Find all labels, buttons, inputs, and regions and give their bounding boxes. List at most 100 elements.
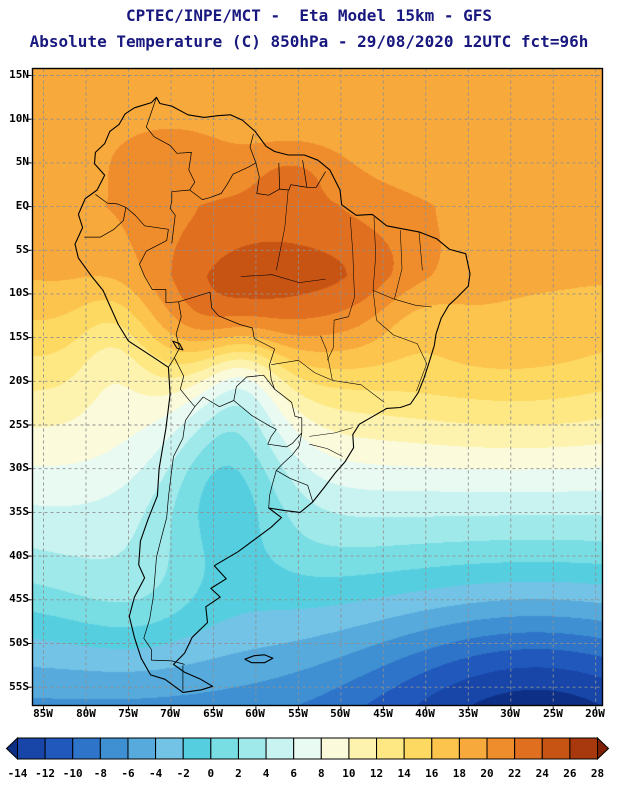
latitude-label: 5S [15,243,29,256]
latitude-label: 5N [15,155,29,168]
latitude-label: 10N [9,112,29,125]
colorbar-cell [237,737,267,760]
longitude-label: 40W [415,707,435,720]
colorbar-tick-label: -2 [177,767,190,780]
latitude-label: 30S [9,461,29,474]
colorbar-cell [182,737,212,760]
island-outline [172,340,184,351]
colorbar-tick-label: 10 [342,767,355,780]
country-border [255,162,326,196]
colorbar-tick-label: 26 [563,767,577,780]
colorbar-tick-label: -12 [35,767,55,780]
colorbar-tick-label: 22 [508,767,521,780]
longitude-label: 80W [76,707,96,720]
colorbar-tick-label: 8 [318,767,325,780]
colorbar-cell [348,737,378,760]
colorbar-cell [403,737,433,760]
state-border [376,319,427,391]
country-border [233,400,303,448]
colorbar-tick-label: -10 [63,767,83,780]
colorbar-cell [320,737,350,760]
colorbar-tick-label: -8 [94,767,107,780]
longitude-label: 25W [543,707,563,720]
colorbar: -14 -12 -10 -8 -6 -4 -2 0 2 4 6 8 10 12 14 16 18 20 22 24 26… [5,736,610,780]
colorbar-cell [486,737,516,760]
state-border [394,230,403,300]
state-border [276,189,289,271]
colorbar-tick-label: 2 [235,767,242,780]
colorbar-tick-label: 20 [480,767,493,780]
country-border [125,207,179,304]
latitude-label: 10S [9,286,29,299]
colorbar-cell [431,737,460,760]
country-border [278,162,281,190]
state-border [240,274,326,283]
colorbar-cell [72,737,101,760]
latitude-label: 40S [9,549,29,562]
map-frame [31,67,604,707]
colorbar-cell [210,737,239,760]
latitude-label: 15N [9,68,29,81]
longitude-label: 55W [288,707,308,720]
longitude-label: 45W [373,707,393,720]
colorbar-tick-label: -14 [8,767,28,780]
colorbar-tick-label: -6 [121,767,135,780]
colorbar-tick-label: 18 [453,767,466,780]
country-border [178,291,275,390]
island-outline [244,654,274,664]
colorbar-tick-label: 28 [591,767,604,780]
longitude-label: 85W [33,707,53,720]
title-line-1: CPTEC/INPE/MCT - Eta Model 15km - GFS [125,6,493,25]
latitude-label: 35S [9,505,29,518]
latitude-label: 55S [9,680,29,693]
colorbar-tick-label: 6 [290,767,297,780]
colorbar-tick-label: 4 [263,767,270,780]
map-area [27,67,604,711]
state-border [418,231,423,271]
longitude-label: 30W [500,707,520,720]
latitude-label: 45S [9,592,29,605]
colorbar-cell [265,737,295,760]
state-border [309,443,343,457]
colorbar-cell [99,737,129,760]
colorbar-cell [376,737,405,760]
colorbar-cell [44,737,74,760]
longitude-label: 20W [585,707,605,720]
longitude-label: 50W [330,707,350,720]
colorbar-tick-label: 24 [536,767,550,780]
colorbar-cell [155,737,184,760]
colorbar-cell [514,737,543,760]
state-border [372,216,377,321]
country-border [274,388,303,433]
state-border [320,335,333,381]
state-border [372,290,432,308]
colorbar-cell [293,737,322,760]
longitude-label: 70W [160,707,180,720]
country-border [143,406,196,665]
latitude-label: 15S [9,330,29,343]
longitude-label: 35W [458,707,478,720]
colorbar-cell [458,737,488,760]
latitude-label: 20S [9,374,29,387]
longitude-label: 65W [203,707,223,720]
country-border [268,470,277,509]
country-border [194,396,234,408]
country-border [145,97,196,244]
longitude-label: 60W [245,707,265,720]
colorbar-tick-label: 0 [208,767,215,780]
colorbar-cell [17,737,46,760]
colorbar-cell [569,737,599,760]
longitude-label: 75W [118,707,138,720]
colorbar-cell [127,737,157,760]
colorbar-over-arrow [597,736,610,761]
colorbar-tick-label: 16 [425,767,439,780]
latitude-label: EQ [15,199,29,212]
country-border [189,133,257,200]
latitude-label: 50S [9,636,29,649]
colorbar-tick-label: -4 [149,767,163,780]
colorbar-cell [541,737,571,760]
country-border [233,374,275,401]
title-line-2: Absolute Temperature (C) 850hPa - 29/08/… [29,32,589,51]
colorbar-tick-label: 14 [398,767,412,780]
